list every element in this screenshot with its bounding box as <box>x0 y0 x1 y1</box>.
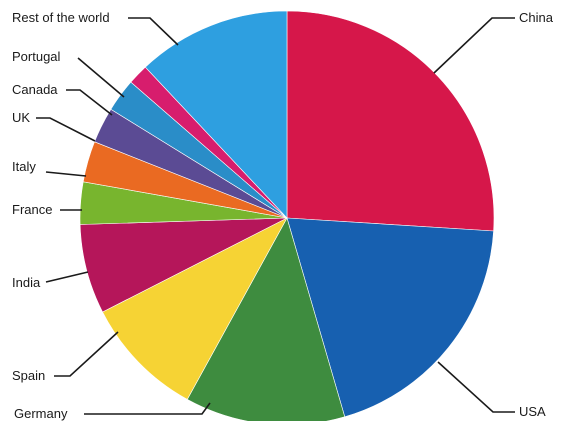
pie-slice-china <box>286 10 495 232</box>
leader-line-usa <box>437 361 515 413</box>
slice-label-india: India <box>12 275 41 290</box>
leader-line-uk <box>36 117 96 142</box>
pie-slices <box>79 10 495 421</box>
pie-slice-usa <box>286 217 494 418</box>
pie-slice-spain <box>102 217 288 400</box>
slice-label-italy: Italy <box>12 159 36 174</box>
leader-line-italy <box>45 171 87 177</box>
slice-label-canada: Canada <box>12 82 58 97</box>
leader-line-china <box>433 17 515 74</box>
slice-label-rest-of-the-world: Rest of the world <box>12 10 110 25</box>
slice-labels: China USA Germany Spain India France Italy UK Ca… <box>12 10 554 421</box>
slice-label-spain: Spain <box>12 368 45 383</box>
pie-slice-rest-of-the-world <box>144 10 288 219</box>
pie-slice-germany <box>186 217 346 421</box>
slice-label-france: France <box>12 202 52 217</box>
leader-line-canada <box>66 89 113 116</box>
slice-label-china: China <box>519 10 554 25</box>
leader-line-rest-of-the-world <box>128 17 179 46</box>
leader-line-germany <box>84 402 211 415</box>
leader-lines <box>36 17 515 415</box>
slice-label-usa: USA <box>519 404 546 419</box>
leader-line-india <box>45 271 89 283</box>
slice-label-portugal: Portugal <box>12 49 61 64</box>
slice-label-uk: UK <box>12 110 30 125</box>
slice-label-germany: Germany <box>14 406 68 421</box>
leader-line-spain <box>54 331 119 377</box>
leader-line-portugal <box>77 57 125 98</box>
